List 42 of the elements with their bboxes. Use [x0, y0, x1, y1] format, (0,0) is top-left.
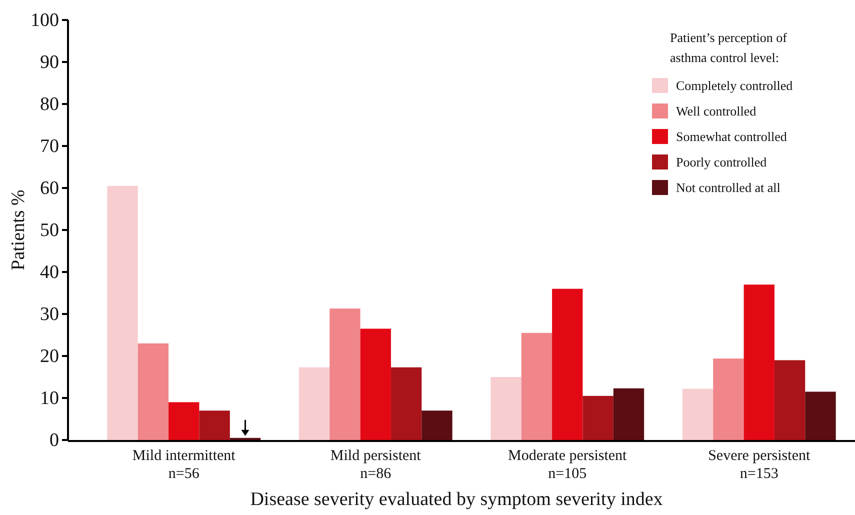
y-tick-label: 0 [50, 430, 59, 452]
legend-label: Somewhat controlled [676, 129, 788, 144]
x-tick-label: Severe persistent n=153 [708, 448, 811, 482]
bar [390, 367, 422, 440]
bar [682, 388, 714, 440]
y-tick-label: 60 [40, 178, 59, 200]
bar [552, 288, 583, 440]
bar [298, 367, 330, 440]
legend-label: Completely controlled [676, 78, 794, 93]
y-tick-label: 100 [30, 10, 59, 32]
bar [138, 343, 169, 440]
bar [582, 396, 614, 440]
bar [774, 360, 806, 440]
legend-label: Not controlled at all [676, 180, 781, 195]
x-tick-label: Mild intermittent n=56 [132, 448, 236, 482]
y-tick-label: 20 [40, 346, 59, 368]
bar [744, 284, 774, 440]
bar [613, 388, 644, 440]
y-tick-label: 10 [40, 388, 59, 410]
y-tick-label: 80 [40, 94, 59, 116]
legend-title: Patient’s perception of asthma control level: [670, 30, 788, 65]
y-tick-label: 40 [40, 262, 59, 284]
y-tick-label: 30 [40, 304, 59, 326]
x-axis-title: Disease severity evaluated by symptom severity index [250, 489, 664, 510]
bar [199, 410, 230, 440]
bar [805, 392, 836, 440]
bar [713, 358, 744, 440]
legend-label: Well controlled [676, 104, 757, 118]
bar [422, 410, 452, 440]
x-tick-label: Moderate persistent n=105 [508, 448, 628, 482]
bar [490, 377, 522, 440]
y-axis-title: Patients % [8, 189, 29, 270]
bar [521, 332, 552, 440]
y-tick-label: 90 [40, 52, 59, 74]
x-tick-label: Mild persistent n=86 [330, 448, 422, 482]
y-tick-label: 50 [40, 220, 59, 242]
legend-label: Poorly controlled [676, 154, 768, 170]
bar [360, 328, 391, 440]
bar [330, 308, 360, 440]
bar [168, 402, 200, 440]
y-tick-label: 70 [40, 136, 59, 158]
bar [107, 186, 138, 440]
